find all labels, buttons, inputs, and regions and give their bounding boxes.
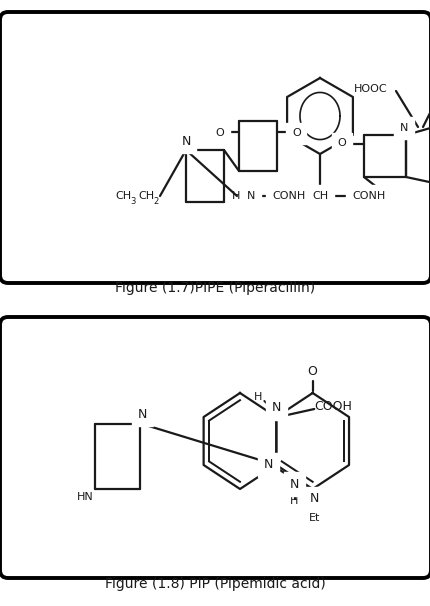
- Text: CH: CH: [115, 191, 131, 201]
- Text: CH: CH: [138, 191, 154, 201]
- Text: H: H: [254, 392, 262, 402]
- FancyBboxPatch shape: [0, 12, 430, 283]
- Text: COOH: COOH: [313, 401, 351, 413]
- Text: N: N: [399, 123, 407, 133]
- Text: Figure (1.7)PIPE (Piperacillin): Figure (1.7)PIPE (Piperacillin): [115, 281, 314, 295]
- Text: Et: Et: [308, 513, 319, 523]
- Text: N: N: [264, 459, 273, 471]
- Text: CH: CH: [311, 191, 327, 201]
- Text: Figure (1.8) PIP (Pipemidic acid): Figure (1.8) PIP (Pipemidic acid): [104, 577, 325, 591]
- Text: N: N: [138, 407, 147, 421]
- Text: O: O: [307, 365, 317, 378]
- Text: O: O: [215, 128, 224, 139]
- Text: N: N: [246, 191, 255, 201]
- Text: N: N: [289, 478, 298, 490]
- Text: HN: HN: [77, 491, 93, 502]
- Text: 2: 2: [153, 198, 158, 207]
- FancyBboxPatch shape: [0, 317, 430, 578]
- Text: N: N: [181, 135, 190, 148]
- Text: HOOC: HOOC: [353, 84, 387, 94]
- Text: O: O: [336, 139, 345, 148]
- Text: H: H: [231, 191, 240, 201]
- Text: CONH: CONH: [271, 191, 304, 201]
- Text: N: N: [309, 492, 319, 505]
- Text: CONH: CONH: [351, 191, 384, 201]
- Text: N: N: [271, 401, 280, 414]
- Text: 3: 3: [130, 198, 135, 207]
- Text: H: H: [290, 496, 298, 506]
- Text: O: O: [291, 128, 300, 139]
